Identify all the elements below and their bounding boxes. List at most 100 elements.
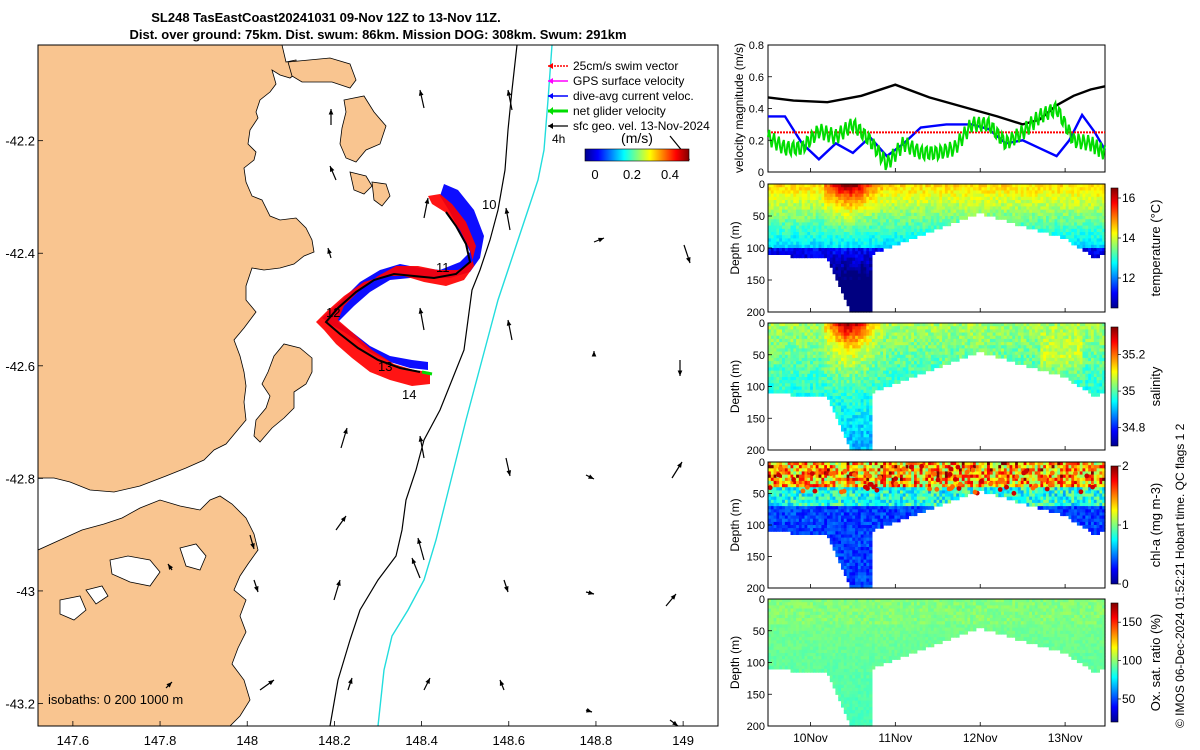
section-cell (928, 187, 932, 191)
section-cell (1091, 251, 1095, 255)
section-cell (939, 184, 943, 188)
section-cell (829, 392, 834, 397)
section-cell (807, 380, 811, 384)
section-cell (841, 225, 845, 230)
section-cell (981, 209, 985, 214)
section-cell (1088, 219, 1092, 223)
section-cell (911, 219, 915, 223)
section-cell (770, 200, 775, 204)
section-cell (888, 345, 893, 349)
section-cell (908, 222, 912, 227)
section-cell (1012, 338, 1016, 343)
section-cell (810, 354, 814, 359)
section-cell (827, 254, 831, 259)
section-cell (1037, 342, 1041, 346)
section-cell (852, 357, 856, 362)
section-cell (902, 216, 907, 220)
section-cell (838, 257, 842, 262)
section-cell (925, 187, 929, 191)
section-cell (1040, 206, 1044, 211)
section-cell (1003, 329, 1008, 334)
section-cell (1023, 345, 1027, 349)
section-cell (1099, 377, 1103, 381)
section-cell (849, 326, 853, 330)
section-cell (905, 338, 909, 343)
section-cell (1017, 335, 1022, 340)
section-cell (1051, 348, 1055, 353)
section-cell (1001, 338, 1005, 343)
section-cell (827, 238, 831, 243)
section-cell (930, 329, 935, 334)
section-cell (846, 196, 850, 201)
section-cell (843, 430, 848, 435)
section-cell (1001, 209, 1005, 214)
section-cell (857, 264, 862, 268)
section-cell (989, 326, 994, 330)
section-cell (849, 357, 853, 362)
section-cell (846, 399, 850, 403)
section-cell (1085, 326, 1089, 330)
section-cell (874, 184, 879, 188)
section-cell (798, 373, 803, 378)
section-cell (846, 380, 850, 384)
section-cell (829, 367, 834, 372)
section-cell (776, 345, 780, 349)
section-cell (863, 299, 867, 303)
section-cell (1099, 364, 1103, 369)
section-cell (877, 187, 881, 191)
section-cell (1062, 228, 1067, 233)
section-cell (1015, 222, 1019, 227)
section-cell (1088, 235, 1092, 239)
section-cell (942, 219, 946, 223)
section-cell (849, 405, 853, 410)
section-cell (1062, 348, 1067, 353)
section-cell (796, 338, 800, 343)
section-cell (908, 212, 912, 217)
section-cell (1074, 190, 1078, 195)
section-cell (768, 225, 772, 230)
section-cell (911, 212, 915, 217)
section-cell (891, 335, 895, 340)
section-cell (770, 206, 775, 211)
section-cell (796, 364, 800, 369)
section-cell (855, 264, 859, 268)
section-cell (900, 338, 904, 343)
section-cell (1006, 332, 1011, 337)
section-cell (1029, 216, 1033, 220)
legend-gps-arrow-icon (548, 78, 553, 84)
section-cell (933, 332, 938, 337)
section-cell (883, 357, 887, 362)
section-cell (905, 222, 909, 227)
section-cell (1032, 219, 1036, 223)
section-cell (897, 241, 901, 246)
section-cell (888, 354, 893, 359)
section-cell (947, 216, 952, 220)
section-cell (855, 276, 859, 281)
section-cell (919, 364, 923, 369)
section-cell (768, 496, 772, 501)
section-cell (1060, 200, 1064, 204)
section-cell (1009, 326, 1013, 330)
section-cell (773, 474, 777, 479)
section-cell (849, 302, 853, 307)
section-cell (812, 190, 817, 195)
section-cell (779, 232, 783, 236)
section-cell (849, 299, 853, 303)
section-cell (883, 238, 887, 243)
section-cell (1076, 326, 1081, 330)
section-cell (1076, 342, 1081, 346)
section-cell (942, 329, 946, 334)
section-cell (978, 335, 982, 340)
section-cell (880, 222, 884, 227)
section-cell (916, 357, 921, 362)
section-cell (871, 377, 876, 381)
section-cell (891, 329, 895, 334)
section-cell (967, 193, 971, 198)
section-cell (880, 235, 884, 239)
section-cell (812, 196, 817, 201)
section-cell (942, 335, 946, 340)
section-cell (998, 190, 1002, 195)
section-cell (891, 228, 895, 233)
section-cell (801, 383, 806, 388)
section-cell (871, 206, 876, 211)
